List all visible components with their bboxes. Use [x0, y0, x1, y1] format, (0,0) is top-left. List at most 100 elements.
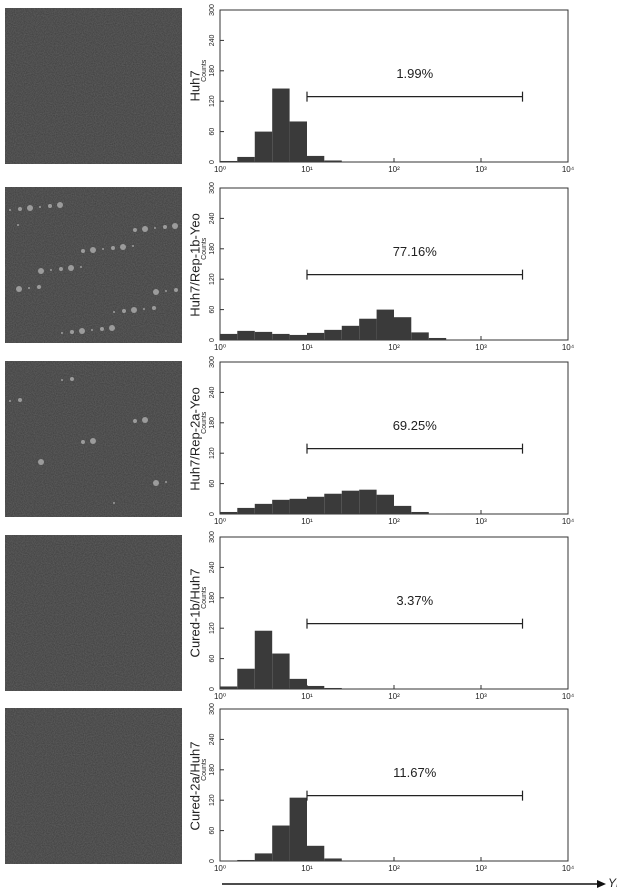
histogram-bar [220, 160, 238, 162]
fluorescent-spot [38, 268, 44, 274]
y-tick-label: 60 [209, 480, 216, 488]
histogram-bar [359, 318, 377, 340]
histogram-bar [220, 511, 238, 514]
fluorescent-spot [27, 205, 33, 211]
fluorescent-spot [80, 266, 82, 268]
y-tick-label: 240 [209, 561, 216, 573]
x-tick-label: 10³ [475, 864, 487, 873]
micrograph-noise [5, 535, 182, 691]
sample-label: Cured-1b/Huh7 [187, 569, 202, 658]
histogram-bar [307, 496, 325, 514]
y-tick-label: 180 [209, 764, 216, 776]
y-tick-label: 300 [209, 4, 216, 16]
y-tick-label: 60 [209, 306, 216, 314]
fluorescent-spot [81, 440, 85, 444]
fluorescent-spot [59, 267, 63, 271]
histogram-bar [394, 505, 412, 514]
fluorescent-spot [113, 502, 115, 504]
y-tick-label: 0 [209, 859, 216, 863]
fluorescent-spot [165, 290, 167, 292]
gate-percentage: 77.16% [393, 244, 438, 259]
y-tick-label: 0 [209, 338, 216, 342]
fluorescent-spot [165, 481, 167, 483]
fluorescent-spot [37, 285, 41, 289]
y-tick-label: 120 [209, 794, 216, 806]
histogram-bar [289, 121, 307, 162]
histogram-bar [272, 88, 290, 162]
fluorescent-spot [39, 206, 41, 208]
y-tick-label: 0 [209, 512, 216, 516]
y-tick-label: 120 [209, 95, 216, 107]
histogram-bar [237, 156, 255, 162]
x-tick-label: 10¹ [301, 517, 313, 526]
fluorescent-spot [152, 306, 156, 310]
x-tick-label: 10⁴ [562, 517, 575, 526]
histogram-bar [411, 332, 429, 340]
histogram-bar [428, 513, 447, 514]
x-tick-label: 10² [388, 517, 400, 526]
fluorescent-spot [61, 379, 63, 381]
histogram-bar [254, 630, 273, 689]
x-tick-label: 10⁴ [562, 165, 575, 174]
histogram-bar [324, 687, 342, 689]
plot-frame [219, 361, 569, 515]
fluorescent-spot [142, 226, 148, 232]
x-tick-label: 10³ [475, 692, 487, 701]
histogram-bar [254, 503, 273, 514]
x-tick-label: 10³ [475, 343, 487, 352]
y-tick-label: 300 [209, 182, 216, 194]
y-tick-label: 60 [209, 827, 216, 835]
histogram-bar [237, 507, 255, 514]
sample-label: Huh7/Rep-1b-Yeo [187, 213, 202, 317]
histogram-bar [272, 333, 290, 340]
fluorescent-spot [153, 480, 159, 486]
histogram-bar [324, 329, 342, 340]
fluorescent-spot [90, 247, 96, 253]
fluorescent-spot [79, 328, 85, 334]
x-tick-label: 10⁴ [562, 864, 575, 873]
fluorescent-spot [9, 209, 11, 211]
fluorescent-spot [38, 459, 44, 465]
y-tick-label: 0 [209, 160, 216, 164]
fluorescent-spot [57, 202, 63, 208]
fluorescent-spot [131, 307, 137, 313]
fluorescent-spot [154, 227, 156, 229]
fluorescent-spot [61, 332, 63, 334]
y-tick-label: 60 [209, 655, 216, 663]
histogram-bar [446, 339, 464, 340]
fluorescent-spot [81, 249, 85, 253]
fluorescent-spot [18, 398, 22, 402]
fluorescent-spot [90, 438, 96, 444]
axis-title: YFP [608, 876, 617, 890]
fluorescent-spot [172, 223, 178, 229]
histogram-bar [289, 334, 307, 340]
histogram-bar [376, 494, 394, 514]
gate-percentage: 11.67% [393, 765, 437, 780]
histogram-bar [272, 499, 290, 514]
x-tick-label: 10⁰ [214, 165, 226, 174]
histogram-bar [324, 858, 342, 861]
histogram-bar [324, 493, 342, 514]
x-tick-label: 10⁴ [562, 343, 575, 352]
y-axis-label: Counts [201, 758, 208, 781]
y-axis-label: Counts [201, 586, 208, 609]
x-tick-label: 10⁰ [214, 692, 226, 701]
histogram-bar [237, 668, 255, 689]
fluorescent-spot [9, 400, 11, 402]
x-tick-label: 10¹ [301, 692, 313, 701]
histogram-bar [220, 686, 238, 689]
y-tick-label: 240 [209, 34, 216, 46]
histogram-bar [307, 155, 325, 162]
x-tick-label: 10¹ [301, 165, 313, 174]
x-tick-label: 10² [388, 343, 400, 352]
x-tick-label: 10¹ [301, 343, 313, 352]
y-tick-label: 120 [209, 447, 216, 459]
gate-percentage: 1.99% [396, 66, 433, 81]
y-tick-label: 300 [209, 703, 216, 715]
x-tick-label: 10³ [475, 517, 487, 526]
x-tick-label: 10⁰ [214, 343, 226, 352]
histogram-bar [394, 317, 412, 340]
y-axis-label: Counts [201, 237, 208, 260]
fluorescent-spot [113, 311, 115, 313]
y-tick-label: 240 [209, 212, 216, 224]
